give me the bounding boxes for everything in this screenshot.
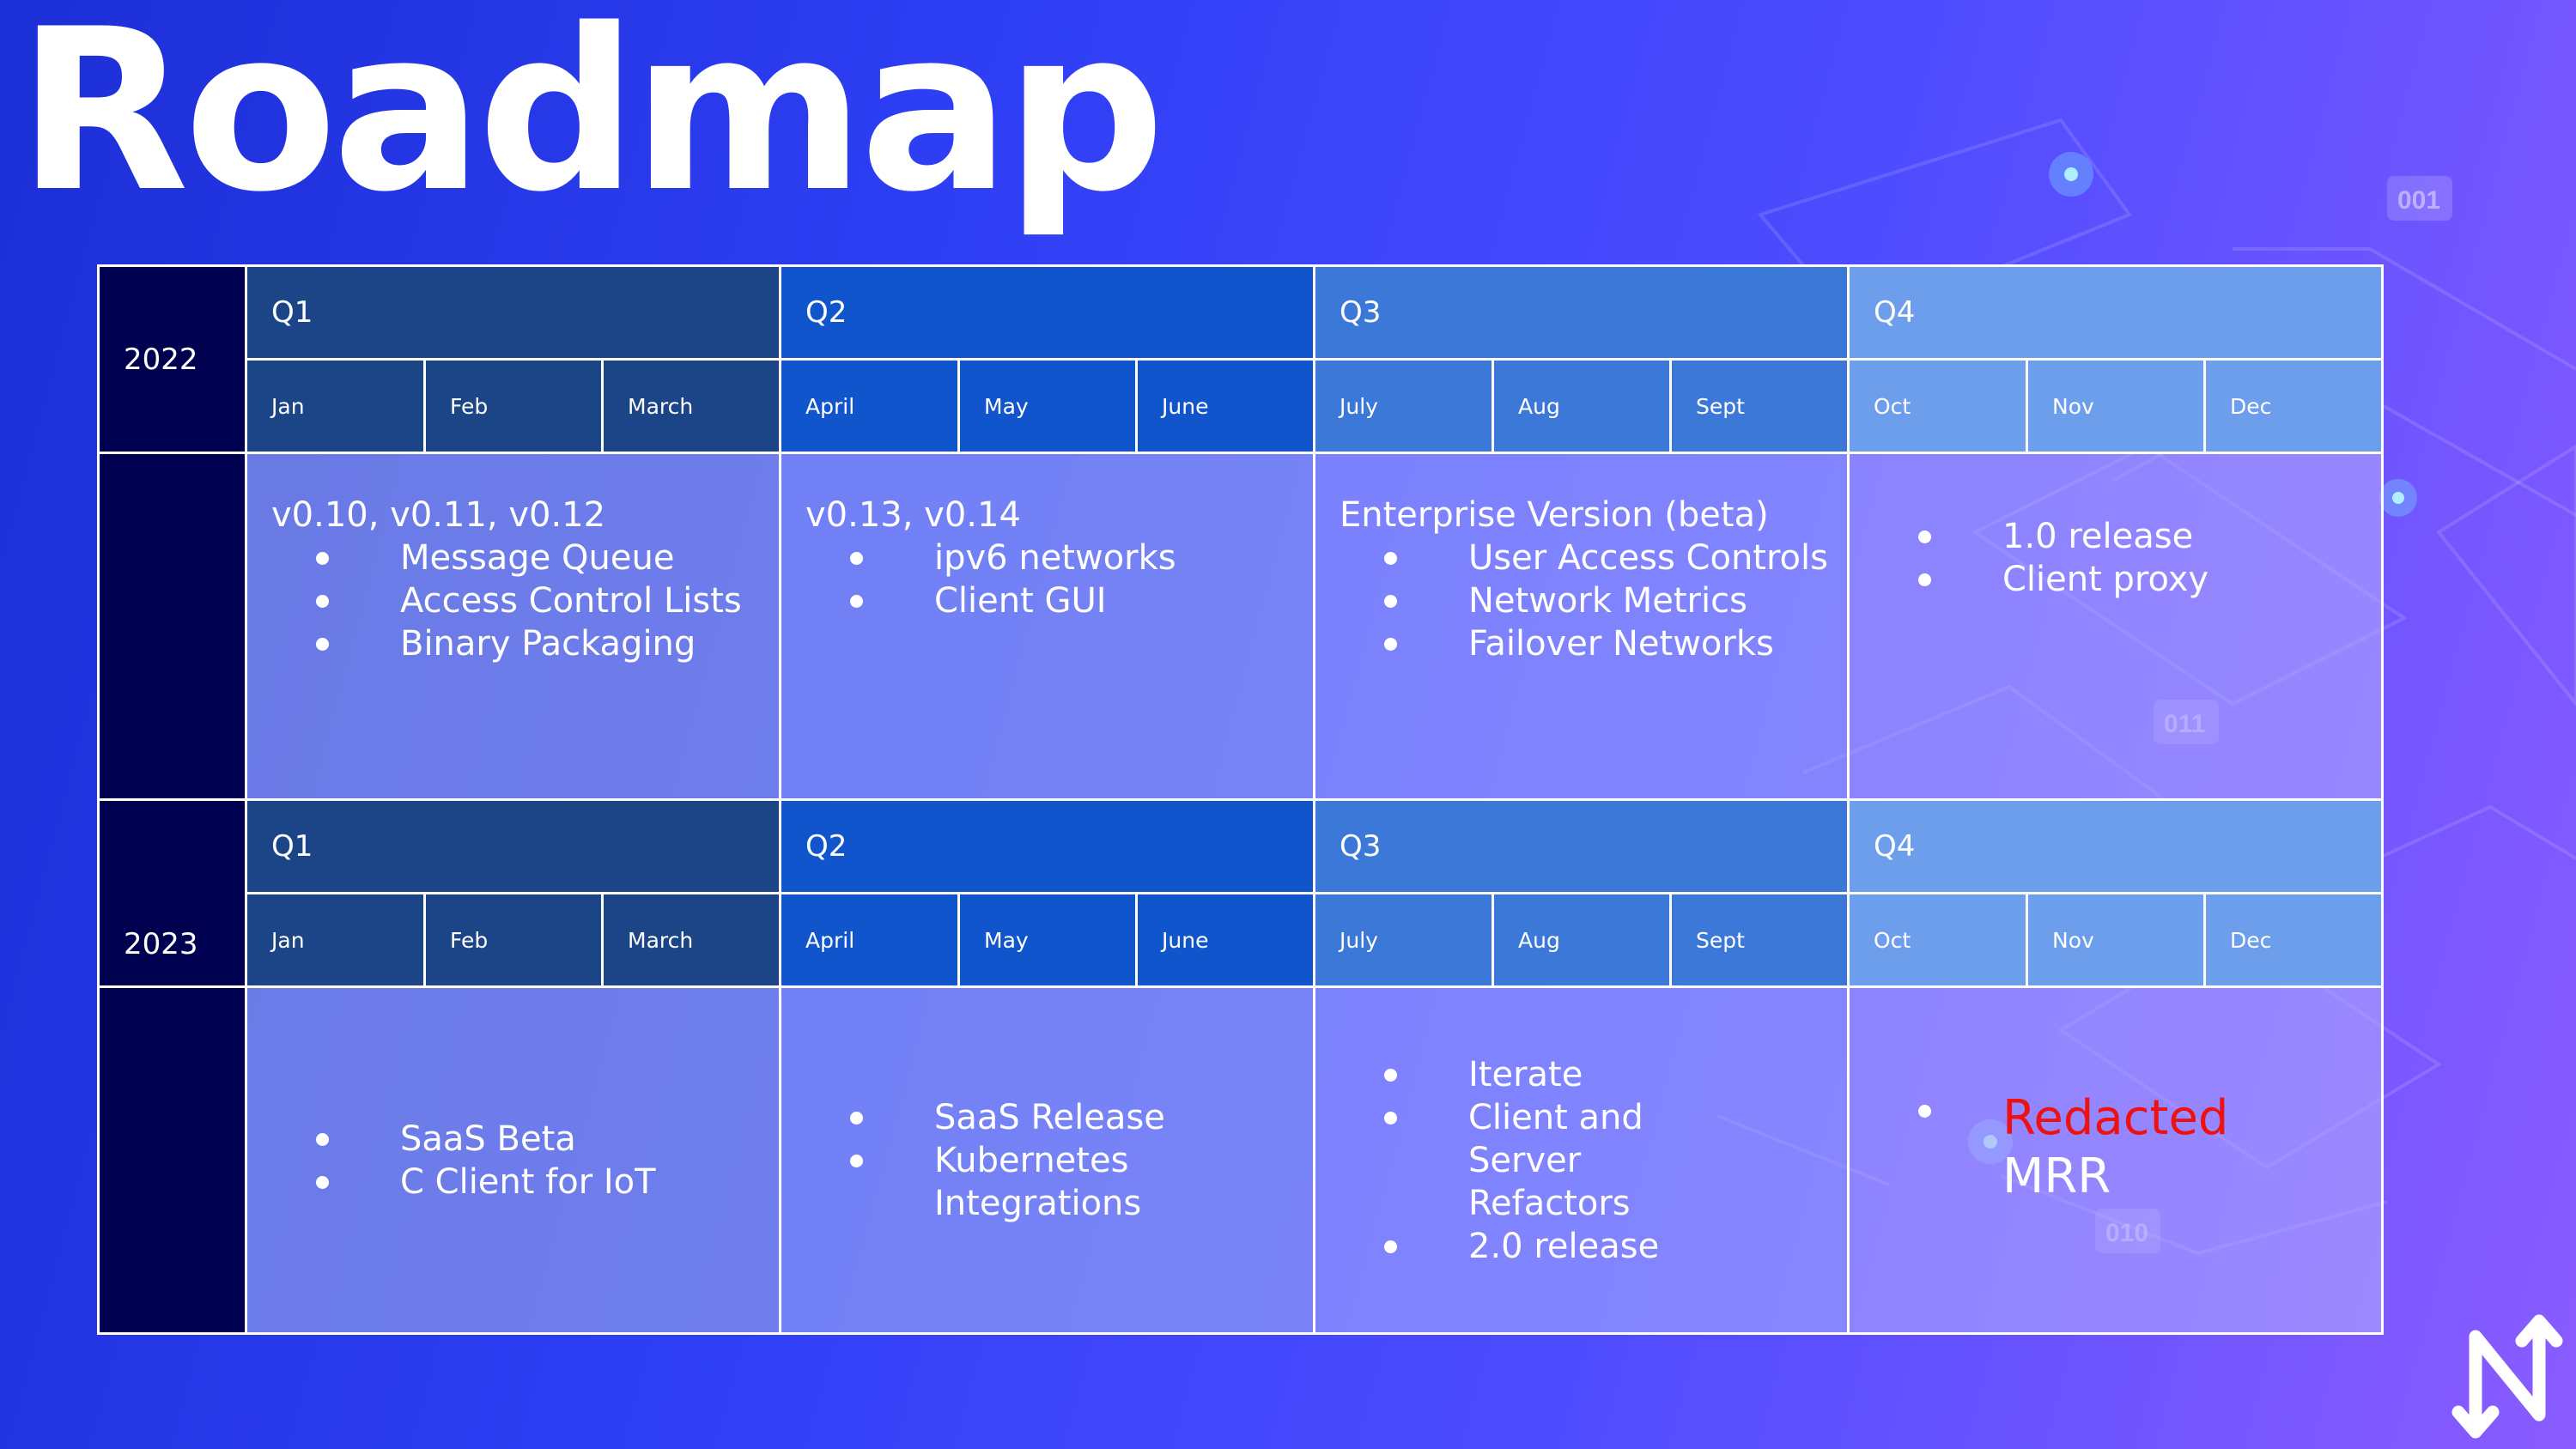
list-item: Kubernetes Integrations — [805, 1139, 1141, 1225]
month-cell: March — [601, 358, 781, 454]
list-item: 2.0 release — [1340, 1225, 1838, 1268]
list-item: SaaS Release — [805, 1096, 1165, 1139]
milestone-list: Message Queue Access Control Lists Binar… — [271, 537, 770, 665]
milestone-cell: SaaS Beta C Client for IoT — [245, 985, 781, 1335]
redacted-text: Redacted — [2002, 1089, 2229, 1146]
milestone-cell: Iterate Client and Server Refactors 2.0 … — [1313, 985, 1850, 1335]
month-cell: Aug — [1492, 358, 1672, 454]
release-heading: Enterprise Version (beta) — [1340, 494, 1769, 535]
milestone-list: SaaS Beta C Client for IoT — [271, 1118, 770, 1203]
month-cell: Sept — [1669, 358, 1850, 454]
month-cell: Oct — [1847, 892, 2028, 988]
month-cell: May — [957, 358, 1138, 454]
month-cell: Aug — [1492, 892, 1672, 988]
list-item: Iterate — [1340, 1053, 1838, 1096]
quarter-header: Q3 — [1313, 264, 1850, 361]
month-cell: Feb — [423, 358, 604, 454]
list-item: Client proxy — [1874, 558, 2372, 601]
list-item: Network Metrics — [1340, 579, 1838, 622]
month-cell: April — [779, 358, 960, 454]
list-item: Message Queue — [271, 537, 770, 579]
list-item: 1.0 release — [1874, 515, 2372, 558]
list-item: C Client for IoT — [271, 1161, 770, 1203]
month-cell: Oct — [1847, 358, 2028, 454]
list-item: Failover Networks — [1340, 622, 1838, 665]
year-cell: 2023 — [97, 798, 247, 988]
milestone-cell: Enterprise Version (beta) User Access Co… — [1313, 452, 1850, 801]
list-item: Client and Server Refactors — [1340, 1096, 1752, 1225]
milestone-list: 1.0 release Client proxy — [1874, 515, 2372, 601]
milestone-list: SaaS Release Kubernetes Integrations — [805, 1096, 1165, 1225]
milestone-list: Redacted MRR — [1874, 1089, 2372, 1206]
milestone-cell: Redacted MRR — [1847, 985, 2384, 1335]
quarter-header: Q1 — [245, 264, 781, 361]
release-heading: v0.13, v0.14 — [805, 494, 1021, 535]
month-cell: Sept — [1669, 892, 1850, 988]
milestone-list: ipv6 networks Client GUI — [805, 537, 1304, 622]
mrr-text: MRR — [2002, 1148, 2111, 1204]
month-cell: Nov — [2026, 358, 2206, 454]
quarter-header: Q2 — [779, 264, 1315, 361]
list-item: Access Control Lists — [271, 579, 770, 622]
month-cell: June — [1135, 892, 1315, 988]
month-cell: July — [1313, 892, 1494, 988]
milestone-cell: 1.0 release Client proxy — [1847, 452, 2384, 801]
milestone-list: Iterate Client and Server Refactors 2.0 … — [1340, 1053, 1838, 1268]
list-item: Binary Packaging — [271, 622, 770, 665]
month-cell: Jan — [245, 358, 426, 454]
milestone-cell: v0.13, v0.14 ipv6 networks Client GUI — [779, 452, 1315, 801]
decor-label: 001 — [2397, 186, 2440, 215]
quarter-header: Q2 — [779, 798, 1315, 894]
month-cell: Dec — [2203, 358, 2384, 454]
month-cell: June — [1135, 358, 1315, 454]
month-cell: Nov — [2026, 892, 2206, 988]
roadmap-table: 2022 Q1 Q2 Q3 Q4 Jan Feb March April May… — [97, 264, 2384, 1335]
page-title: Roadmap — [17, 0, 1165, 241]
year-cell: 2022 — [97, 264, 247, 454]
month-cell: Dec — [2203, 892, 2384, 988]
month-cell: May — [957, 892, 1138, 988]
list-item: Client GUI — [805, 579, 1304, 622]
list-item: SaaS Beta — [271, 1118, 770, 1161]
milestone-list: User Access Controls Network Metrics Fai… — [1340, 537, 1838, 665]
year-spacer-cell — [97, 985, 247, 1335]
year-spacer-cell — [97, 452, 247, 801]
quarter-header: Q4 — [1847, 264, 2384, 361]
quarter-header: Q4 — [1847, 798, 2384, 894]
list-item: Redacted MRR — [1874, 1089, 2372, 1206]
month-cell: Jan — [245, 892, 426, 988]
list-item: User Access Controls — [1340, 537, 1838, 579]
month-cell: April — [779, 892, 960, 988]
list-item: ipv6 networks — [805, 537, 1304, 579]
milestone-cell: v0.10, v0.11, v0.12 Message Queue Access… — [245, 452, 781, 801]
month-cell: Feb — [423, 892, 604, 988]
quarter-header: Q3 — [1313, 798, 1850, 894]
quarter-header: Q1 — [245, 798, 781, 894]
release-heading: v0.10, v0.11, v0.12 — [271, 494, 606, 535]
month-cell: March — [601, 892, 781, 988]
milestone-cell: SaaS Release Kubernetes Integrations — [779, 985, 1315, 1335]
month-cell: July — [1313, 358, 1494, 454]
netmaker-logo-icon — [2451, 1314, 2563, 1439]
